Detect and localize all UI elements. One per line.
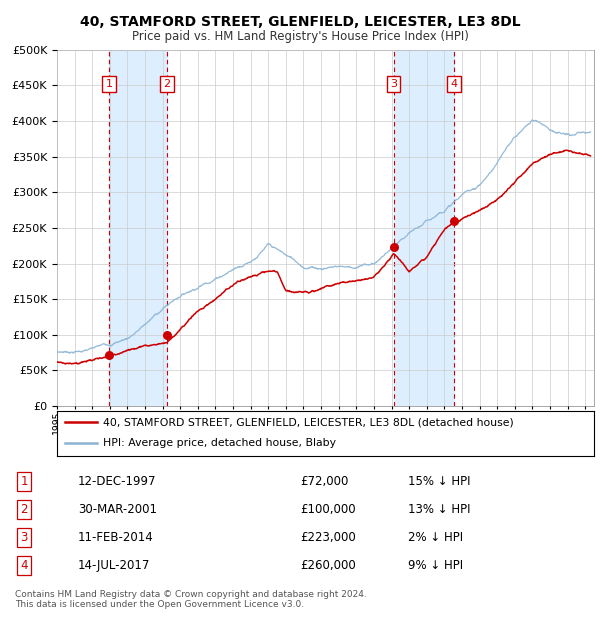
Text: 2% ↓ HPI: 2% ↓ HPI [408, 531, 463, 544]
Text: £223,000: £223,000 [300, 531, 356, 544]
Text: 4: 4 [20, 559, 28, 572]
Text: 1: 1 [20, 475, 28, 488]
Text: £100,000: £100,000 [300, 503, 356, 516]
Text: 4: 4 [450, 79, 457, 89]
Text: 40, STAMFORD STREET, GLENFIELD, LEICESTER, LE3 8DL (detached house): 40, STAMFORD STREET, GLENFIELD, LEICESTE… [103, 417, 514, 427]
Text: This data is licensed under the Open Government Licence v3.0.: This data is licensed under the Open Gov… [15, 600, 304, 609]
Text: 12-DEC-1997: 12-DEC-1997 [78, 475, 157, 488]
Text: 2: 2 [20, 503, 28, 516]
Text: 13% ↓ HPI: 13% ↓ HPI [408, 503, 470, 516]
Text: Contains HM Land Registry data © Crown copyright and database right 2024.: Contains HM Land Registry data © Crown c… [15, 590, 367, 600]
Text: £260,000: £260,000 [300, 559, 356, 572]
Text: £72,000: £72,000 [300, 475, 349, 488]
Text: 9% ↓ HPI: 9% ↓ HPI [408, 559, 463, 572]
Text: 30-MAR-2001: 30-MAR-2001 [78, 503, 157, 516]
Text: 2: 2 [163, 79, 170, 89]
Text: 11-FEB-2014: 11-FEB-2014 [78, 531, 154, 544]
Bar [109, 50, 167, 406]
Text: Price paid vs. HM Land Registry's House Price Index (HPI): Price paid vs. HM Land Registry's House … [131, 30, 469, 43]
Text: 3: 3 [20, 531, 28, 544]
Text: HPI: Average price, detached house, Blaby: HPI: Average price, detached house, Blab… [103, 438, 335, 448]
Text: 40, STAMFORD STREET, GLENFIELD, LEICESTER, LE3 8DL: 40, STAMFORD STREET, GLENFIELD, LEICESTE… [80, 16, 520, 30]
Bar [394, 50, 454, 406]
Text: 1: 1 [106, 79, 112, 89]
Text: 14-JUL-2017: 14-JUL-2017 [78, 559, 151, 572]
Text: 3: 3 [390, 79, 397, 89]
Text: 15% ↓ HPI: 15% ↓ HPI [408, 475, 470, 488]
